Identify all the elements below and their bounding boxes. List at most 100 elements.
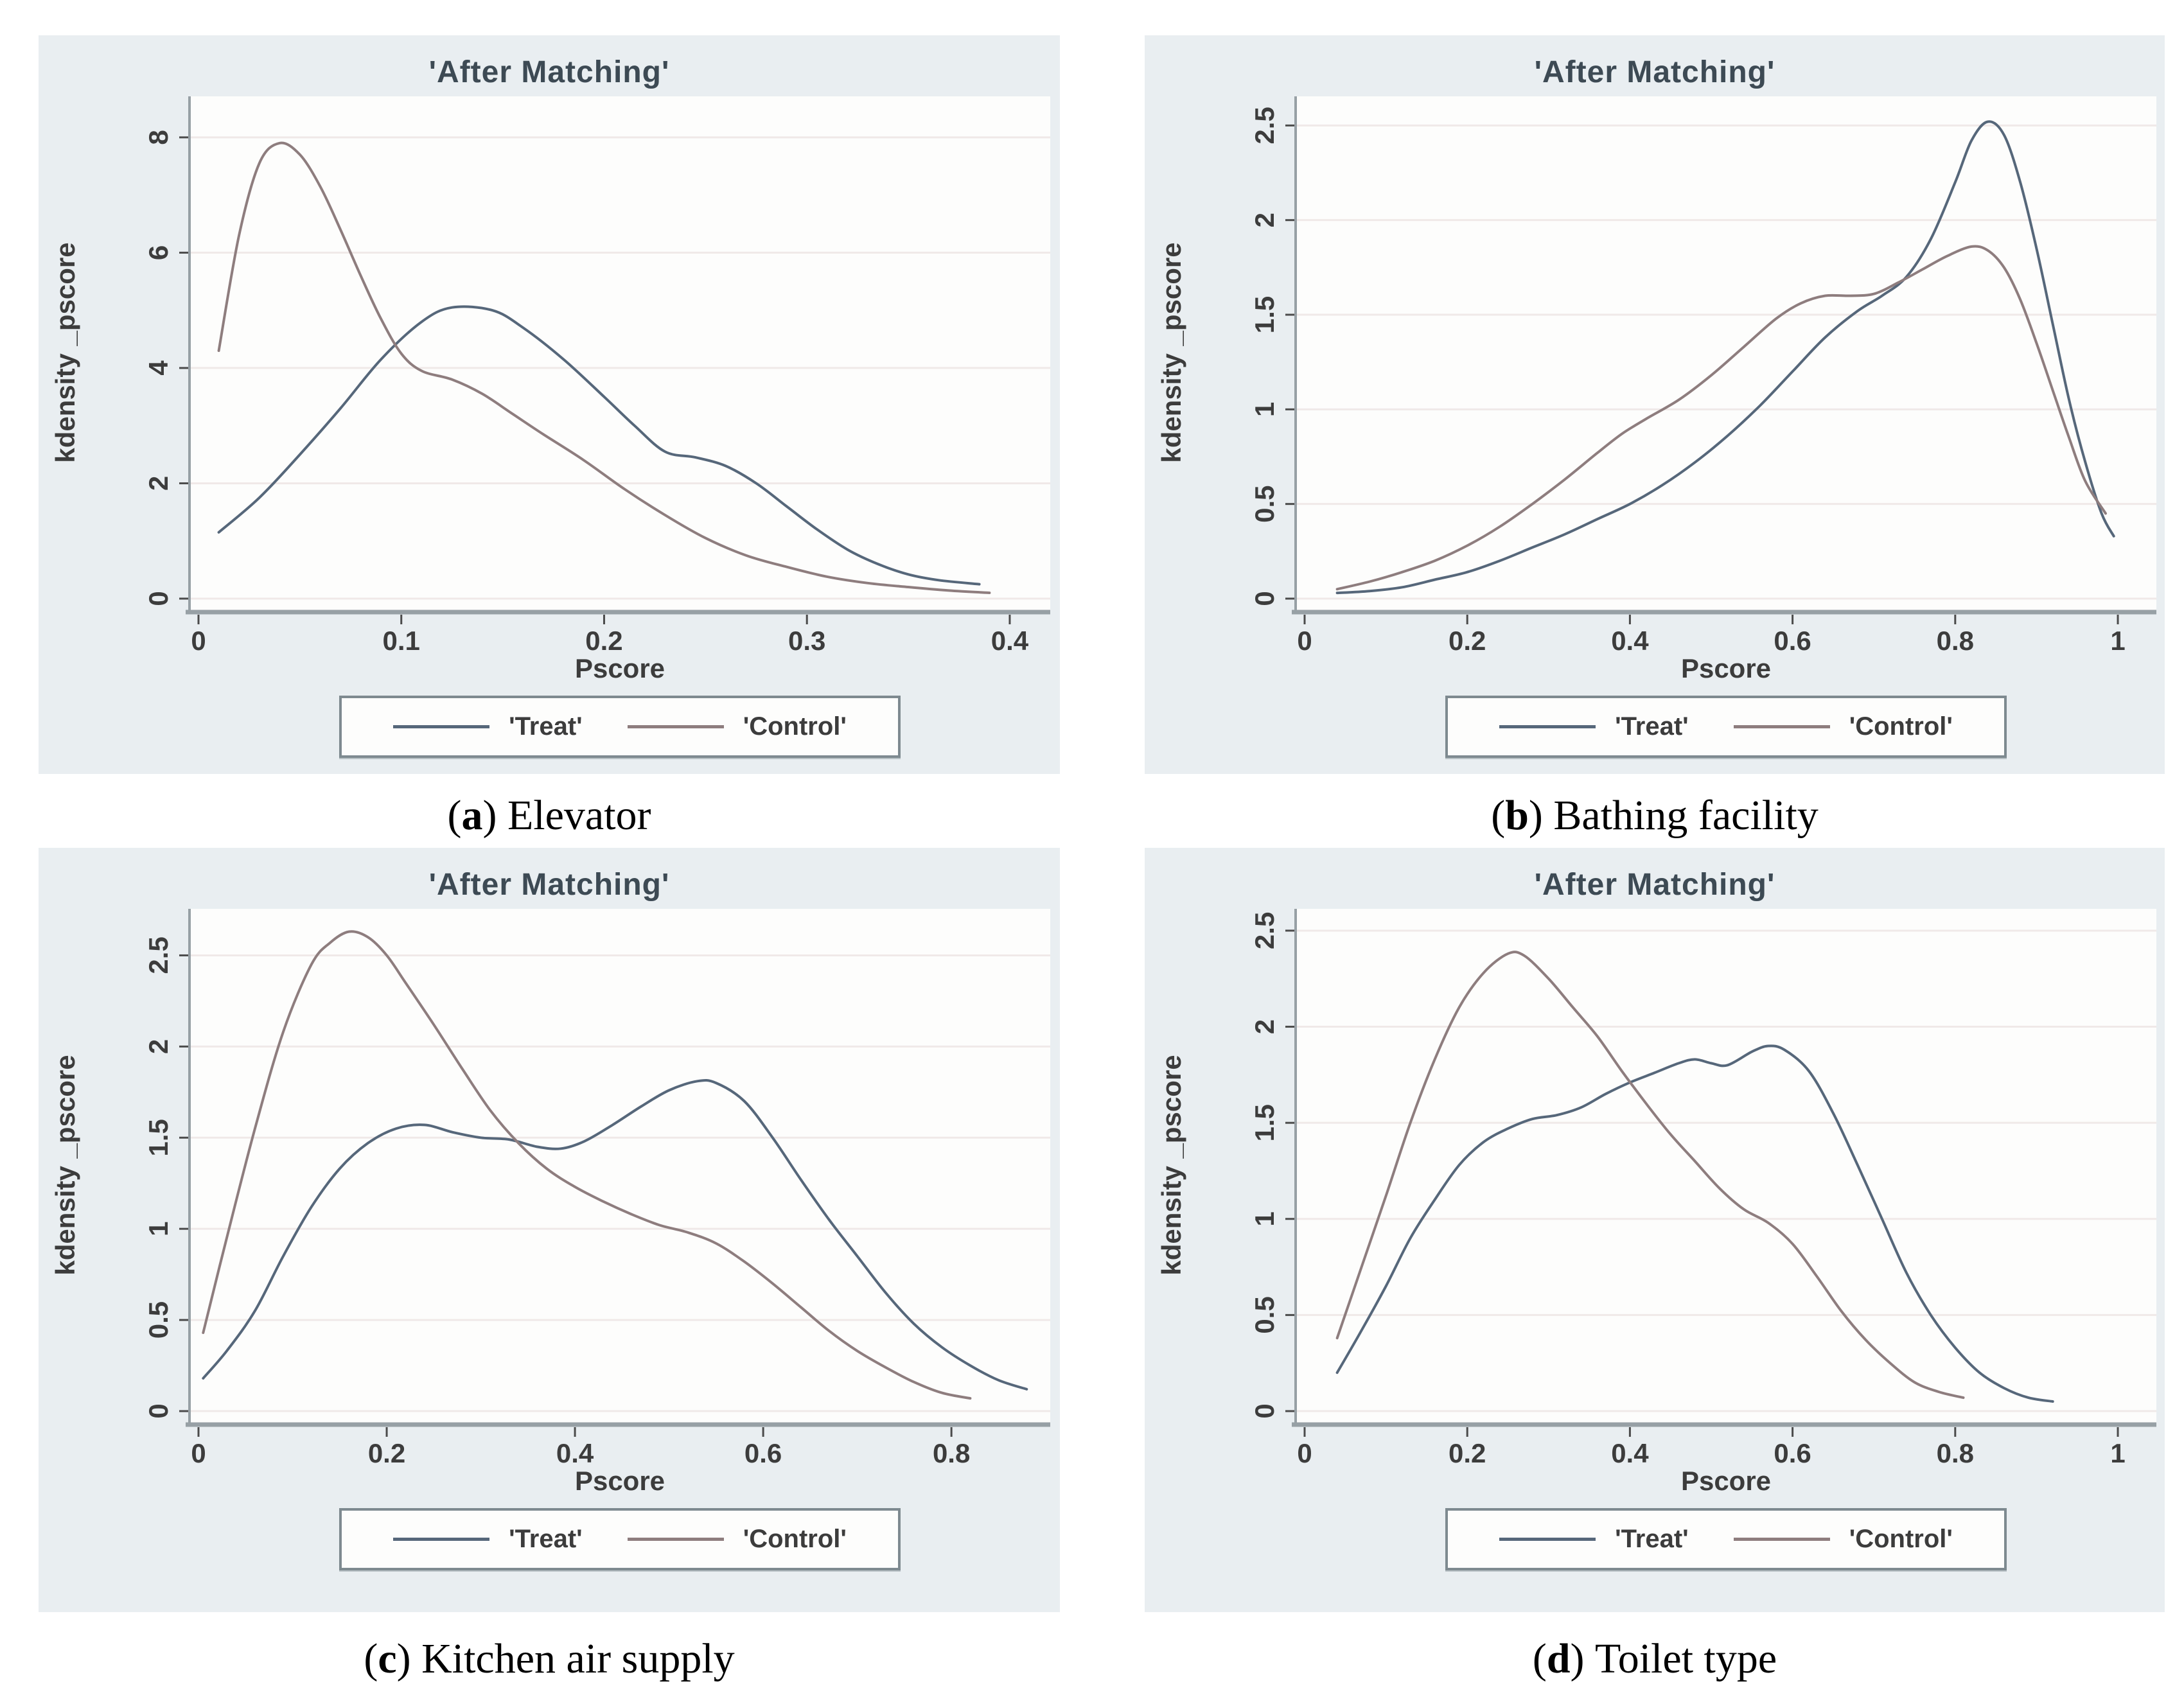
legend-label-control: 'Control' (743, 712, 847, 741)
caption-bathing-facility: (b) Bathing facility (1491, 792, 1819, 839)
treat-line-sample (1499, 725, 1596, 728)
legend-label-treat: 'Treat' (509, 712, 583, 741)
legend-entry-treat: 'Treat' (1499, 1525, 1689, 1554)
svg-text:1: 1 (143, 1222, 173, 1236)
svg-text:0.8: 0.8 (1937, 1438, 1974, 1468)
legend-label-control: 'Control' (1849, 712, 1953, 741)
legend-label-treat: 'Treat' (1615, 712, 1689, 741)
svg-text:0.6: 0.6 (1774, 1438, 1811, 1468)
svg-text:0.2: 0.2 (585, 626, 622, 656)
svg-text:1.5: 1.5 (1249, 1104, 1280, 1141)
control-line-sample (1733, 725, 1830, 728)
plot-title: 'After Matching' (1534, 55, 1775, 89)
treat-line-sample (393, 1538, 490, 1541)
svg-text:1: 1 (2110, 626, 2125, 656)
x-axis-label: Pscore (1680, 1466, 1772, 1496)
plot-area: 0 0.2 0.4 0.6 0.8 1 0 0.5 1 1.5 2 2.5 (1249, 909, 2156, 1468)
caption-letter: c (378, 1635, 397, 1682)
caption-text: Bathing facility (1553, 792, 1819, 839)
legend-box: 'Treat' 'Control' (339, 1508, 901, 1570)
svg-text:0: 0 (191, 626, 206, 656)
panel-kitchen-air-supply: 'After Matching' kdensity _pscore 0 0.2 0.… (39, 848, 1060, 1612)
svg-text:0.4: 0.4 (1611, 1438, 1649, 1468)
panel-elevator: 'After Matching' kdensity _pscore 0 0.1 0.… (39, 35, 1060, 774)
svg-text:0: 0 (1249, 1403, 1280, 1418)
svg-text:0.8: 0.8 (933, 1438, 970, 1468)
y-axis-label: kdensity _pscore (1156, 1055, 1186, 1276)
svg-text:0: 0 (191, 1438, 206, 1468)
control-line-sample (627, 1538, 724, 1541)
caption-text: Elevator (507, 792, 651, 839)
caption-toilet-type: (d) Toilet type (1532, 1635, 1777, 1682)
x-axis-label: Pscore (574, 653, 665, 683)
svg-text:2: 2 (1249, 1019, 1280, 1034)
treat-line-sample (393, 725, 490, 728)
caption-letter: b (1505, 792, 1529, 839)
control-line-sample (1733, 1538, 1830, 1541)
legend-label-treat: 'Treat' (1615, 1525, 1689, 1553)
legend-entry-control: 'Control' (627, 712, 847, 741)
legend-entry-treat: 'Treat' (393, 712, 583, 741)
legend-entry-control: 'Control' (1733, 1525, 1953, 1554)
caption-letter: d (1546, 1635, 1571, 1682)
svg-text:1: 1 (1249, 1211, 1280, 1226)
legend-entry-treat: 'Treat' (1499, 712, 1689, 741)
svg-text:0.4: 0.4 (556, 1438, 594, 1468)
legend-box: 'Treat' 'Control' (339, 696, 901, 758)
svg-text:0.2: 0.2 (368, 1438, 405, 1468)
svg-text:0: 0 (1297, 1438, 1312, 1468)
legend-entry-treat: 'Treat' (393, 1525, 583, 1554)
svg-text:1.5: 1.5 (143, 1119, 173, 1156)
svg-text:0: 0 (143, 1403, 173, 1418)
svg-text:1: 1 (2110, 1438, 2125, 1468)
svg-text:0.5: 0.5 (143, 1301, 173, 1339)
x-axis-label: Pscore (1680, 653, 1772, 683)
svg-text:0.1: 0.1 (383, 626, 420, 656)
y-axis-label: kdensity _pscore (50, 1055, 80, 1276)
plot-title: 'After Matching' (1534, 868, 1775, 902)
legend-label-control: 'Control' (743, 1525, 847, 1553)
caption-elevator: (a) Elevator (447, 792, 651, 839)
svg-text:2.5: 2.5 (1249, 107, 1280, 144)
svg-text:0.6: 0.6 (1774, 626, 1811, 656)
svg-text:0.6: 0.6 (744, 1438, 782, 1468)
svg-text:2: 2 (143, 476, 173, 491)
svg-text:0.4: 0.4 (1611, 626, 1649, 656)
plot-area: 0 0.2 0.4 0.6 0.8 1 0 0.5 1 1.5 2 2.5 (1249, 96, 2156, 656)
legend-label-control: 'Control' (1849, 1525, 1953, 1553)
caption-text: Toilet type (1595, 1635, 1777, 1682)
svg-text:0: 0 (143, 591, 173, 606)
svg-text:2: 2 (1249, 213, 1280, 227)
caption-letter: a (461, 792, 483, 839)
caption-text: Kitchen air supply (421, 1635, 735, 1682)
legend-box: 'Treat' 'Control' (1445, 696, 2007, 758)
svg-text:1.5: 1.5 (1249, 296, 1280, 333)
svg-text:4: 4 (143, 360, 173, 376)
svg-text:0.5: 0.5 (1249, 1296, 1280, 1333)
legend: 'Treat' 'Control' (1296, 696, 2156, 758)
legend: 'Treat' 'Control' (189, 696, 1050, 758)
svg-text:8: 8 (143, 130, 173, 145)
legend-label-treat: 'Treat' (509, 1525, 583, 1553)
svg-text:0.8: 0.8 (1937, 626, 1974, 656)
legend-entry-control: 'Control' (627, 1525, 847, 1554)
legend: 'Treat' 'Control' (1296, 1508, 2156, 1570)
svg-text:0: 0 (1297, 626, 1312, 656)
svg-text:2.5: 2.5 (1249, 912, 1280, 949)
svg-text:2: 2 (143, 1039, 173, 1054)
svg-text:0: 0 (1249, 591, 1280, 606)
svg-text:1: 1 (1249, 402, 1280, 417)
y-axis-label: kdensity _pscore (50, 242, 80, 463)
svg-text:2.5: 2.5 (143, 936, 173, 974)
x-axis-label: Pscore (574, 1466, 665, 1496)
svg-text:0.3: 0.3 (788, 626, 825, 656)
svg-text:0.2: 0.2 (1449, 1438, 1486, 1468)
plot-area: 0 0.2 0.4 0.6 0.8 0 0.5 1 1.5 2 2.5 (143, 909, 1050, 1468)
svg-text:0.2: 0.2 (1449, 626, 1486, 656)
treat-line-sample (1499, 1538, 1596, 1541)
panel-bathing-facility: 'After Matching' kdensity _pscore 0 0.2 0.… (1145, 35, 2165, 774)
svg-text:0.5: 0.5 (1249, 486, 1280, 523)
svg-text:6: 6 (143, 245, 173, 260)
legend-entry-control: 'Control' (1733, 712, 1953, 741)
